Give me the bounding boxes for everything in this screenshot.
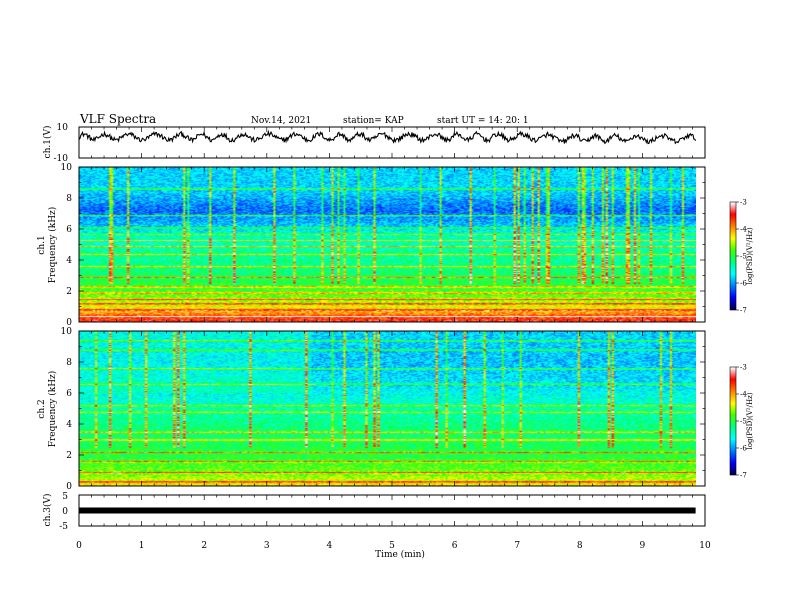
- frequency-tick-label-1: 0: [66, 318, 72, 328]
- ch2-spectrogram-image: [79, 331, 696, 486]
- time-tick-label: 5: [389, 541, 395, 551]
- ch1-spectrogram-image: [79, 167, 696, 322]
- start-time-label: start UT = 14: 20: 1: [437, 116, 529, 126]
- ch1-ytick-max: 10: [57, 123, 69, 133]
- ch1-colorbar-label: log(PSD)(V²/Hz): [746, 227, 754, 284]
- colorbar-tick-label: -4: [740, 391, 747, 399]
- colorbar-tick-label: -3: [740, 364, 747, 372]
- time-axis-label: Time (min): [375, 549, 425, 560]
- ch1-frequency-ticks: 0 2 4 6 8 10: [61, 163, 705, 328]
- frequency-tick-label-1: 4: [66, 256, 72, 266]
- ch1-waveform-ticks: [78, 127, 706, 158]
- ch1-spectrogram-ylabel-channel: ch.1: [37, 235, 47, 254]
- station-label: station= KAP: [343, 116, 404, 126]
- time-tick-label: 9: [640, 541, 646, 551]
- frequency-tick-label-2: 6: [66, 389, 72, 399]
- ch1-spectrogram-ylabel-frequency: Frequency (kHz): [47, 207, 58, 284]
- figure-title: VLF Spectra: [79, 112, 156, 126]
- colorbar-tick-label: -7: [740, 472, 747, 480]
- time-axis-tick-labels: 0 1 2 3 4 5 6 7 8 9 10: [76, 541, 711, 551]
- ch2-spectrogram-ylabel-channel: ch.2: [37, 399, 47, 418]
- time-tick-label: 2: [201, 541, 207, 551]
- ch1-waveform-panel: 10 -10 ch.1(V): [42, 123, 706, 164]
- frequency-tick-label-1: 6: [66, 225, 72, 235]
- time-tick-label: 8: [577, 541, 583, 551]
- frequency-tick-label-2: 2: [66, 451, 72, 461]
- ch1-waveform-line: [78, 129, 697, 145]
- frequency-tick-label-1: 8: [66, 194, 72, 204]
- ch2-colorbar-ticks: -3 -4 -5 -6 -7: [736, 364, 747, 480]
- frequency-tick-label-2: 0: [66, 482, 72, 492]
- date-label: Nov.14, 2021: [251, 116, 311, 126]
- time-tick-label: 7: [514, 541, 520, 551]
- colorbar-tick-label: -4: [740, 226, 747, 234]
- time-tick-label: 1: [139, 541, 145, 551]
- ch2-frequency-ticks: 0 2 4 6 8 10: [61, 327, 705, 492]
- colorbar-tick-label: -7: [740, 307, 747, 315]
- time-tick-label: 0: [76, 541, 82, 551]
- ch2-spectrogram-ylabel-frequency: Frequency (kHz): [47, 371, 58, 448]
- time-tick-label: 10: [699, 541, 711, 551]
- time-tick-label: 6: [452, 541, 458, 551]
- ch1-waveform-ylabel: ch.1(V): [42, 126, 53, 159]
- ch3-waveform-trace: [79, 507, 696, 514]
- ch3-waveform-panel: 5 0 -5 ch.3(V): [42, 492, 706, 532]
- time-tick-label: 4: [327, 541, 333, 551]
- frequency-tick-label-2: 4: [66, 420, 72, 430]
- frequency-tick-label-1: 2: [66, 287, 72, 297]
- ch1-spectrogram-time-ticks: [78, 167, 706, 322]
- frequency-tick-label-2: 8: [66, 358, 72, 368]
- colorbar-tick-label: -5: [740, 253, 747, 261]
- ch2-colorbar: [730, 367, 736, 475]
- colorbar-tick-label: -6: [740, 280, 747, 288]
- ch3-ytick-max: 5: [62, 492, 68, 502]
- ch3-ytick-zero: 0: [62, 507, 68, 517]
- colorbar-tick-label: -6: [740, 445, 747, 453]
- ch3-ytick-min: -5: [59, 522, 68, 532]
- frequency-tick-label-2: 10: [61, 327, 73, 337]
- ch1-colorbar-ticks: -3 -4 -5 -6 -7: [736, 199, 747, 315]
- ch1-colorbar: [730, 202, 736, 310]
- colorbar-tick-label: -5: [740, 418, 747, 426]
- ch2-colorbar-label: log(PSD)(V²/Hz): [746, 392, 754, 449]
- ch2-spectrogram-time-ticks: [78, 331, 706, 486]
- ch3-waveform-ylabel: ch.3(V): [42, 494, 53, 527]
- colorbar-tick-label: -3: [740, 199, 747, 207]
- ch1-ytick-min: -10: [54, 154, 69, 164]
- frequency-tick-label-1: 10: [61, 163, 73, 173]
- time-tick-label: 3: [264, 541, 270, 551]
- ch3-waveform-ticks: [78, 495, 706, 526]
